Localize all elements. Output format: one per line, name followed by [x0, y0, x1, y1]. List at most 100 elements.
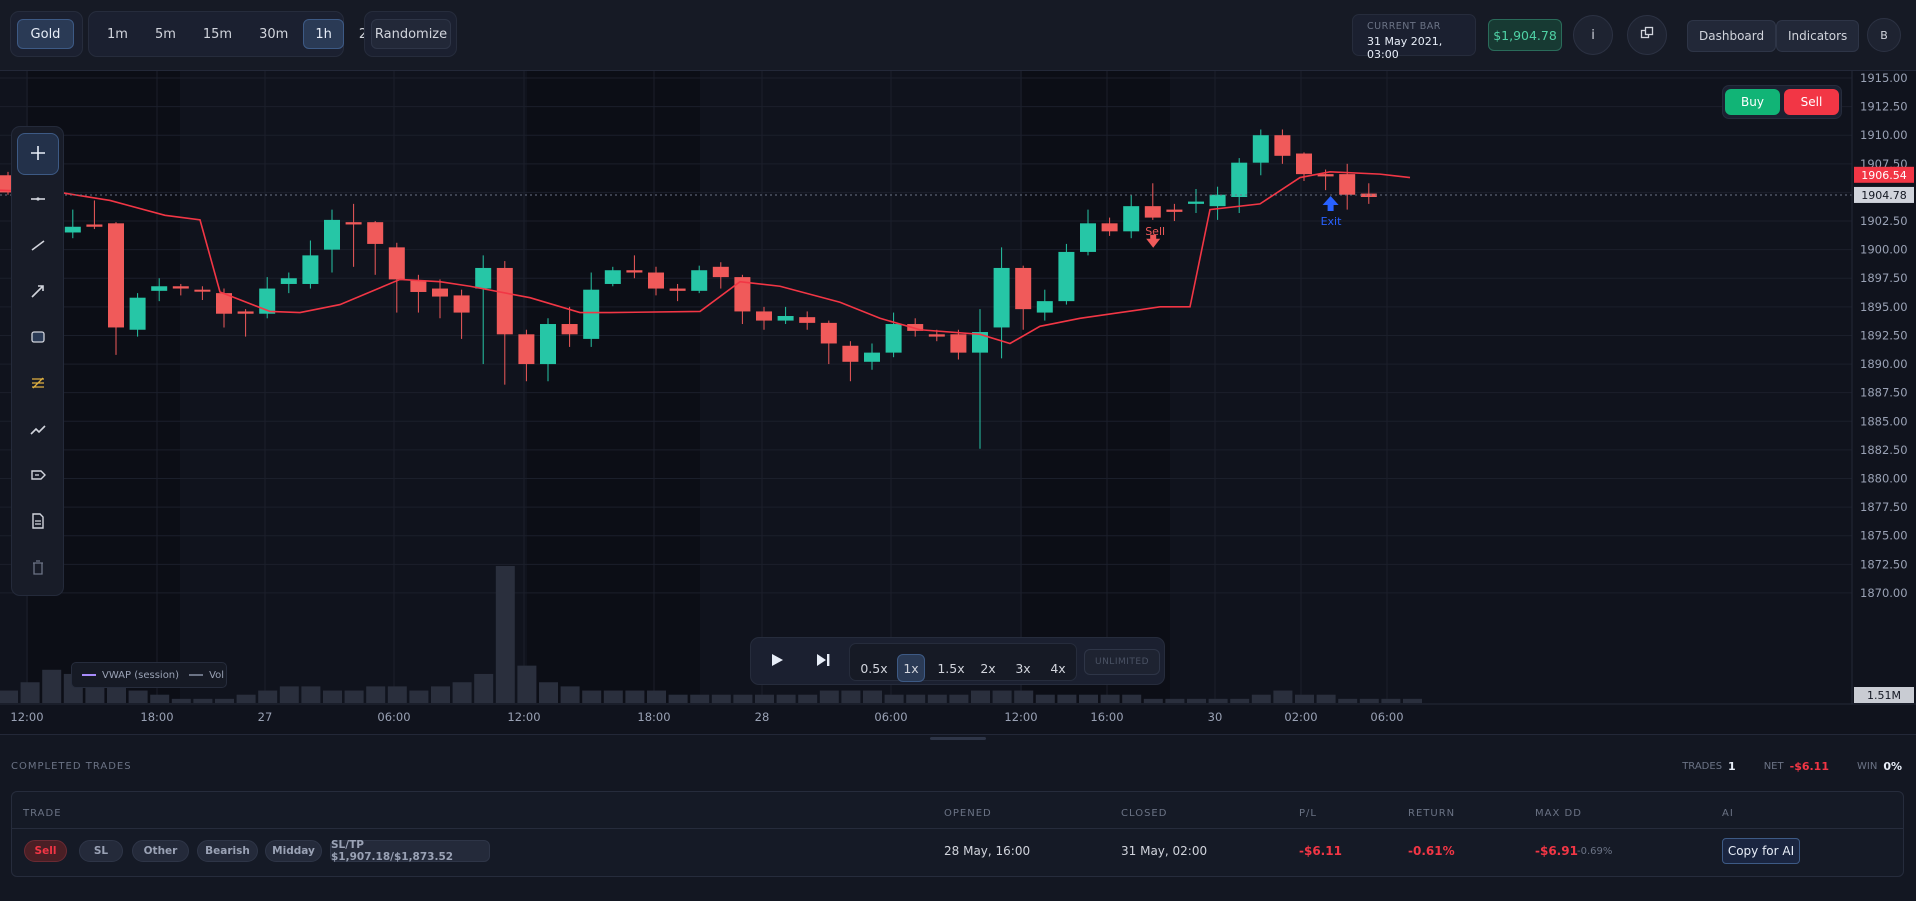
candle-body [1339, 174, 1356, 195]
fibonacci-tool[interactable] [17, 363, 59, 405]
horizontal-line-tool[interactable] [17, 179, 59, 221]
speed-0.5x[interactable]: 0.5x [860, 660, 888, 676]
sell-button[interactable]: Sell [1784, 89, 1839, 115]
indicators-button[interactable]: Indicators [1776, 20, 1860, 52]
volume-bar [690, 694, 710, 703]
timeframe-30m[interactable]: 30m [259, 26, 289, 42]
volume-bar [1079, 694, 1098, 703]
volume-bar [236, 694, 256, 703]
price-chart[interactable]: 1915.001912.501910.001907.501905.001902.… [0, 71, 1916, 734]
volume-bar [1208, 698, 1228, 703]
table-divider [12, 828, 1903, 829]
price-tick-label: 1887.50 [1860, 386, 1908, 400]
time-tick-label: 28 [755, 710, 770, 724]
volume-bar [215, 698, 234, 703]
vwap-legend-swatch [82, 674, 96, 676]
fibonacci-icon [29, 374, 47, 395]
unlimited-button[interactable]: UNLIMITED [1084, 649, 1160, 675]
randomize-button[interactable]: Randomize [371, 19, 451, 49]
play-button[interactable] [762, 646, 792, 676]
volume-bar [949, 694, 969, 703]
volume-bar [1230, 698, 1250, 703]
layout-toggle-button[interactable] [1627, 15, 1667, 55]
volume-bar [776, 694, 796, 703]
label-tool[interactable] [17, 455, 59, 497]
volume-bar [409, 690, 429, 703]
document-icon [29, 512, 47, 533]
speed-group: 0.5x 1x 1.5x 2x 3x 4x [849, 643, 1077, 682]
candle-body [691, 270, 708, 291]
trend-line-tool[interactable] [17, 225, 59, 267]
note-tool[interactable] [17, 501, 59, 543]
trades-count-label: TRADES [1682, 761, 1723, 772]
time-tick-label: 18:00 [140, 710, 173, 724]
header-opened: OPENED [944, 808, 992, 819]
plus-icon [29, 144, 47, 165]
max-dd-value: -$6.91 [1535, 844, 1578, 858]
price-tick-label: 1897.50 [1860, 271, 1908, 285]
volume-bar [841, 690, 861, 703]
session-shade-2 [1022, 71, 1170, 703]
session-shade-1 [527, 71, 700, 703]
timeframe-15m[interactable]: 15m [202, 26, 233, 42]
trash-icon [29, 558, 47, 579]
candle-body [1296, 153, 1312, 175]
resize-handle[interactable] [930, 737, 986, 740]
copy-for-ai-button[interactable]: Copy for AI [1722, 838, 1800, 864]
symbol-button[interactable]: Gold [17, 19, 74, 49]
tag-sl: SL [79, 840, 123, 862]
dashboard-button[interactable]: Dashboard [1687, 20, 1777, 52]
candle-body [194, 289, 211, 292]
speed-1x[interactable]: 1x [897, 654, 925, 682]
time-tick-label: 12:00 [507, 710, 540, 724]
candle-body [259, 288, 276, 314]
arrow-tool[interactable] [17, 271, 59, 313]
buy-button[interactable]: Buy [1725, 89, 1780, 115]
speed-3x[interactable]: 3x [1015, 660, 1031, 676]
legend-vol: Vol [209, 669, 225, 681]
step-forward-button[interactable] [808, 646, 838, 676]
candle-body [1080, 223, 1096, 252]
top-toolbar: Gold 1m 5m 15m 30m 1h 2h Randomize CURRE… [0, 0, 1916, 71]
speed-2x[interactable]: 2x [980, 660, 996, 676]
time-tick-label: 06:00 [874, 710, 907, 724]
candle-body [86, 224, 103, 227]
candle-body [1209, 194, 1226, 207]
info-button[interactable]: i [1573, 15, 1613, 55]
sltp-badge: SL/TP $1,907.18/$1,873.52 [330, 839, 490, 863]
time-tick-label: 12:00 [10, 710, 43, 724]
volume-bar [1295, 694, 1314, 703]
user-avatar[interactable]: B [1867, 18, 1901, 52]
volume-bar [42, 669, 62, 703]
time-tick-label: 12:00 [1004, 710, 1037, 724]
candle-body [280, 278, 297, 284]
candle-body [216, 293, 232, 314]
candle-body [388, 247, 405, 280]
volume-bar [1359, 698, 1379, 703]
volume-bar [323, 690, 342, 703]
speed-4x[interactable]: 4x [1050, 660, 1066, 676]
win-value: 0% [1883, 760, 1902, 773]
trend-line-icon [29, 236, 47, 257]
timeframe-5m[interactable]: 5m [154, 26, 176, 42]
candle-body [410, 280, 427, 292]
candle-body [799, 317, 816, 323]
volume-bar [647, 690, 666, 703]
price-tick-label: 1892.50 [1860, 328, 1908, 342]
vwap-line [0, 171, 1411, 345]
play-icon [770, 653, 784, 670]
net-label: NET [1763, 761, 1784, 772]
rectangle-tool[interactable] [17, 317, 59, 359]
volume-bar [971, 690, 990, 703]
timeframe-1h[interactable]: 1h [303, 19, 344, 49]
speed-1.5x[interactable]: 1.5x [937, 660, 965, 676]
crosshair-tool[interactable] [17, 133, 59, 175]
time-tick-label: 02:00 [1284, 710, 1317, 724]
path-tool[interactable] [17, 409, 59, 451]
price-tick-label: 1910.00 [1860, 128, 1908, 142]
candle-body [324, 219, 340, 250]
delete-tool[interactable] [17, 547, 59, 589]
candlestick-chart[interactable]: 1915.001912.501910.001907.501905.001902.… [0, 71, 1916, 734]
timeframe-1m[interactable]: 1m [107, 26, 128, 42]
volume-bar [1035, 694, 1055, 703]
